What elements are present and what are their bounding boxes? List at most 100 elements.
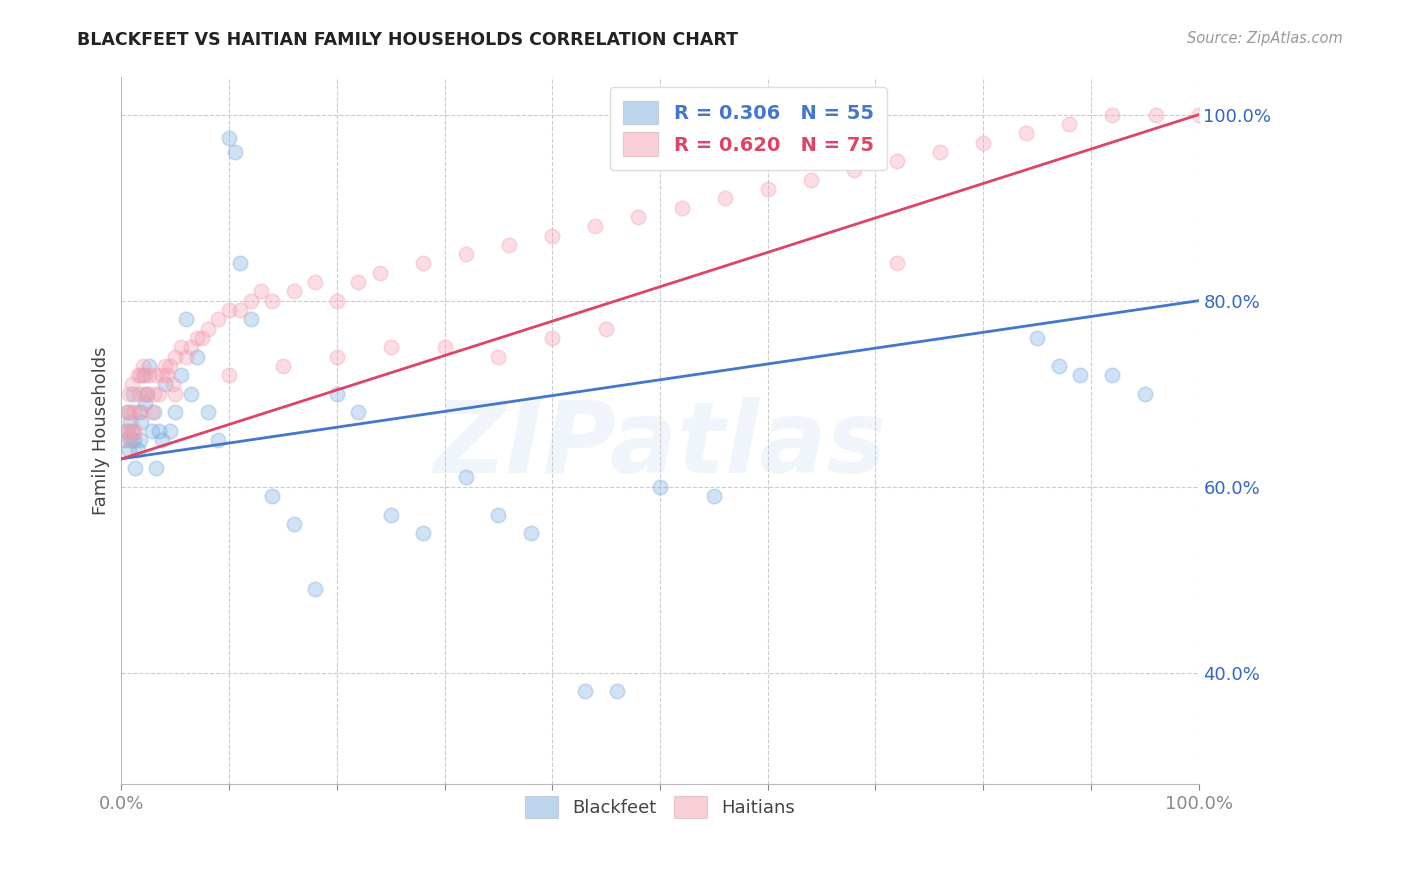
- Point: [456, 247, 478, 261]
- Point: [595, 321, 617, 335]
- Point: [229, 256, 252, 270]
- Point: [165, 405, 187, 419]
- Point: [174, 312, 197, 326]
- Point: [170, 368, 193, 383]
- Point: [162, 377, 184, 392]
- Point: [138, 368, 160, 383]
- Point: [153, 359, 176, 373]
- Point: [142, 386, 165, 401]
- Point: [132, 359, 155, 373]
- Point: [124, 461, 146, 475]
- Point: [156, 368, 179, 383]
- Point: [283, 285, 305, 299]
- Point: [124, 405, 146, 419]
- Text: BLACKFEET VS HAITIAN FAMILY HOUSEHOLDS CORRELATION CHART: BLACKFEET VS HAITIAN FAMILY HOUSEHOLDS C…: [77, 31, 738, 49]
- Point: [886, 154, 908, 169]
- Point: [229, 303, 252, 318]
- Point: [141, 424, 163, 438]
- Point: [239, 312, 262, 326]
- Point: [262, 489, 284, 503]
- Point: [218, 368, 240, 383]
- Point: [186, 331, 208, 345]
- Point: [118, 442, 141, 457]
- Point: [304, 275, 326, 289]
- Point: [541, 331, 564, 345]
- Point: [114, 424, 136, 438]
- Point: [132, 386, 155, 401]
- Point: [115, 405, 138, 419]
- Point: [120, 405, 142, 419]
- Point: [122, 386, 145, 401]
- Point: [648, 480, 671, 494]
- Point: [120, 434, 142, 448]
- Point: [713, 191, 735, 205]
- Point: [800, 173, 823, 187]
- Point: [148, 386, 170, 401]
- Point: [756, 182, 779, 196]
- Point: [606, 684, 628, 698]
- Point: [120, 415, 142, 429]
- Point: [1069, 368, 1091, 383]
- Point: [207, 434, 229, 448]
- Point: [128, 386, 150, 401]
- Point: [127, 442, 149, 457]
- Text: ZIPatlas: ZIPatlas: [433, 397, 887, 493]
- Point: [120, 434, 142, 448]
- Point: [498, 238, 520, 252]
- Point: [180, 340, 202, 354]
- Point: [218, 303, 240, 318]
- Point: [671, 201, 693, 215]
- Point: [326, 386, 349, 401]
- Point: [159, 424, 181, 438]
- Point: [124, 434, 146, 448]
- Point: [368, 266, 391, 280]
- Point: [118, 386, 141, 401]
- Point: [1144, 108, 1167, 122]
- Point: [627, 210, 650, 224]
- Point: [170, 340, 193, 354]
- Point: [1015, 126, 1038, 140]
- Point: [136, 386, 159, 401]
- Point: [347, 405, 370, 419]
- Point: [117, 424, 139, 438]
- Point: [304, 582, 326, 596]
- Point: [150, 368, 173, 383]
- Point: [150, 434, 173, 448]
- Point: [148, 424, 170, 438]
- Point: [128, 368, 150, 383]
- Point: [326, 350, 349, 364]
- Point: [191, 331, 214, 345]
- Point: [1026, 331, 1049, 345]
- Point: [145, 461, 167, 475]
- Point: [239, 293, 262, 308]
- Point: [380, 508, 402, 522]
- Point: [326, 293, 349, 308]
- Point: [886, 256, 908, 270]
- Point: [271, 359, 294, 373]
- Y-axis label: Family Households: Family Households: [93, 347, 110, 516]
- Point: [380, 340, 402, 354]
- Point: [134, 396, 156, 410]
- Point: [115, 424, 138, 438]
- Point: [124, 424, 146, 438]
- Point: [134, 368, 156, 383]
- Point: [114, 434, 136, 448]
- Point: [117, 405, 139, 419]
- Point: [136, 386, 159, 401]
- Point: [145, 368, 167, 383]
- Point: [142, 405, 165, 419]
- Point: [174, 350, 197, 364]
- Point: [121, 377, 143, 392]
- Point: [218, 131, 240, 145]
- Point: [1101, 108, 1123, 122]
- Point: [283, 516, 305, 531]
- Point: [197, 321, 219, 335]
- Point: [121, 424, 143, 438]
- Legend: Blackfeet, Haitians: Blackfeet, Haitians: [517, 789, 803, 825]
- Point: [141, 405, 163, 419]
- Point: [180, 386, 202, 401]
- Point: [488, 350, 510, 364]
- Text: Source: ZipAtlas.com: Source: ZipAtlas.com: [1187, 31, 1343, 46]
- Point: [224, 145, 246, 159]
- Point: [129, 415, 152, 429]
